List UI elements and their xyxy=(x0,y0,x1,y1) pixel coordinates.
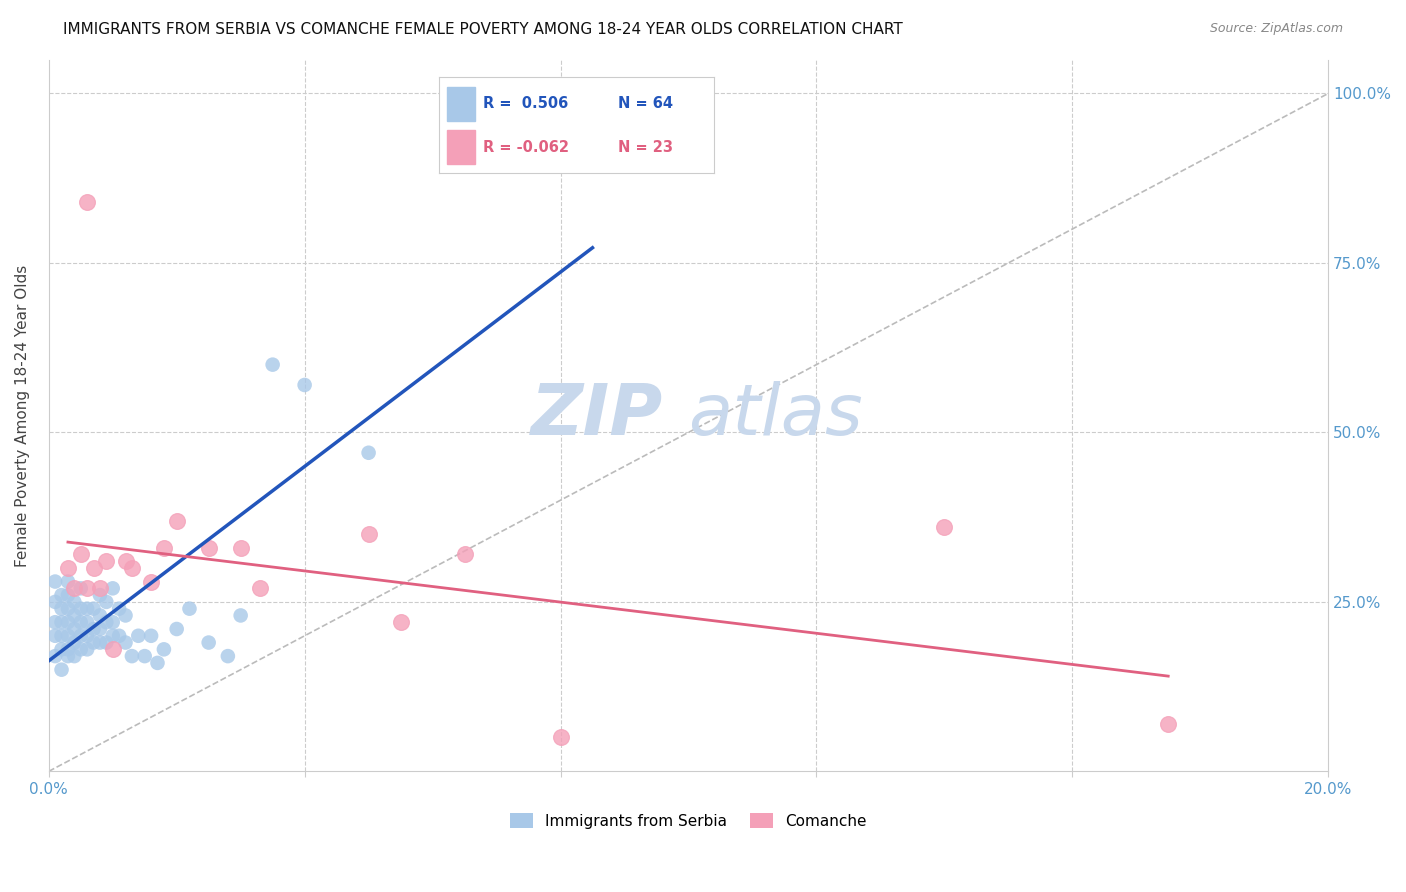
Point xyxy=(197,635,219,649)
Point xyxy=(51,663,73,677)
Point xyxy=(294,378,316,392)
Point xyxy=(56,642,79,657)
Point xyxy=(101,642,124,657)
Point xyxy=(114,608,136,623)
Point xyxy=(76,615,98,630)
Point xyxy=(44,574,66,589)
Point xyxy=(89,635,111,649)
Point xyxy=(89,582,111,596)
Point xyxy=(44,629,66,643)
Point xyxy=(127,629,149,643)
Point xyxy=(101,615,124,630)
Point xyxy=(51,642,73,657)
Point xyxy=(69,582,91,596)
Point xyxy=(83,601,105,615)
Point xyxy=(69,601,91,615)
Point xyxy=(83,622,105,636)
Point xyxy=(56,615,79,630)
Point xyxy=(56,601,79,615)
Point xyxy=(44,615,66,630)
Point xyxy=(69,642,91,657)
Point xyxy=(63,595,86,609)
Point xyxy=(550,731,572,745)
Point xyxy=(229,541,252,555)
Point xyxy=(121,561,143,575)
Point xyxy=(114,554,136,568)
Point xyxy=(76,629,98,643)
Point xyxy=(96,554,118,568)
Point xyxy=(76,582,98,596)
Point xyxy=(44,595,66,609)
Point xyxy=(108,629,131,643)
Text: Source: ZipAtlas.com: Source: ZipAtlas.com xyxy=(1209,22,1343,36)
Point xyxy=(51,601,73,615)
Text: ZIP: ZIP xyxy=(530,381,662,450)
Point xyxy=(1157,717,1180,731)
Point xyxy=(153,642,176,657)
Point xyxy=(108,601,131,615)
Point xyxy=(89,622,111,636)
Point xyxy=(56,629,79,643)
Point xyxy=(89,588,111,602)
Point xyxy=(44,649,66,664)
Point xyxy=(101,629,124,643)
Point xyxy=(96,635,118,649)
Point xyxy=(934,520,956,534)
Point xyxy=(139,629,162,643)
Point xyxy=(63,582,86,596)
Point xyxy=(166,622,188,636)
Point xyxy=(166,514,188,528)
Point xyxy=(453,548,475,562)
Point xyxy=(101,582,124,596)
Point xyxy=(134,649,156,664)
Point xyxy=(229,608,252,623)
Point xyxy=(581,107,603,121)
Point xyxy=(69,548,91,562)
Text: atlas: atlas xyxy=(689,381,863,450)
Point xyxy=(63,622,86,636)
Point xyxy=(69,629,91,643)
Point xyxy=(179,601,201,615)
Point xyxy=(51,588,73,602)
Point xyxy=(121,649,143,664)
Point xyxy=(63,649,86,664)
Point xyxy=(357,527,380,541)
Point xyxy=(51,629,73,643)
Point xyxy=(56,574,79,589)
Point xyxy=(357,446,380,460)
Point xyxy=(63,635,86,649)
Point xyxy=(76,194,98,209)
Point xyxy=(56,561,79,575)
Point xyxy=(83,635,105,649)
Point xyxy=(69,615,91,630)
Point xyxy=(76,601,98,615)
Point xyxy=(262,358,284,372)
Point xyxy=(63,608,86,623)
Point xyxy=(114,635,136,649)
Point xyxy=(197,541,219,555)
Point xyxy=(83,561,105,575)
Point xyxy=(51,615,73,630)
Point xyxy=(153,541,176,555)
Point xyxy=(56,649,79,664)
Text: IMMIGRANTS FROM SERBIA VS COMANCHE FEMALE POVERTY AMONG 18-24 YEAR OLDS CORRELAT: IMMIGRANTS FROM SERBIA VS COMANCHE FEMAL… xyxy=(63,22,903,37)
Point xyxy=(146,656,169,670)
Point xyxy=(96,615,118,630)
Point xyxy=(96,595,118,609)
Y-axis label: Female Poverty Among 18-24 Year Olds: Female Poverty Among 18-24 Year Olds xyxy=(15,264,30,566)
Point xyxy=(217,649,239,664)
Point xyxy=(249,582,271,596)
Legend: Immigrants from Serbia, Comanche: Immigrants from Serbia, Comanche xyxy=(503,806,873,835)
Point xyxy=(139,574,162,589)
Point xyxy=(89,608,111,623)
Point xyxy=(76,642,98,657)
Point xyxy=(56,588,79,602)
Point xyxy=(389,615,412,630)
